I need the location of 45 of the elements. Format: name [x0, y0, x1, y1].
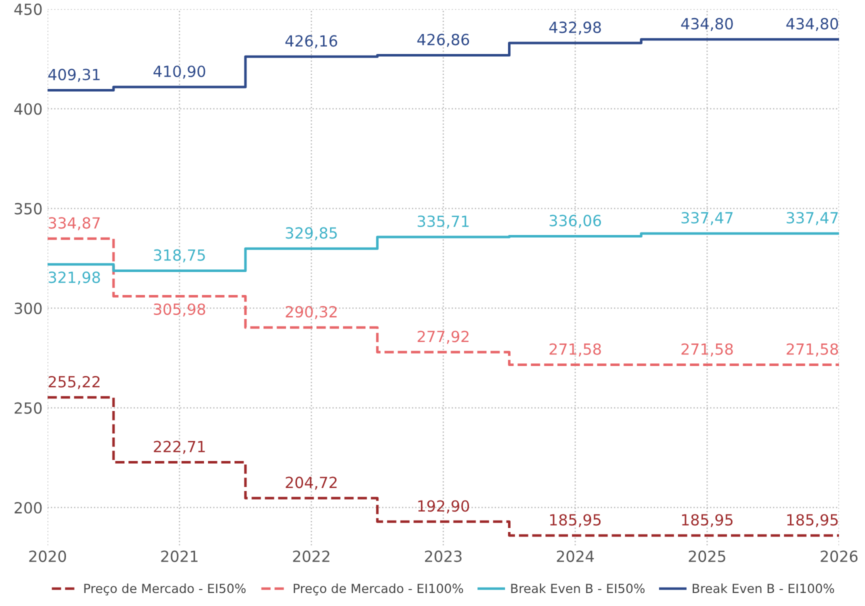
data-label: 222,71 — [154, 440, 205, 454]
data-label: 426,86 — [417, 34, 470, 47]
y-tick-label: 300 — [14, 302, 42, 314]
data-label: 277,92 — [418, 330, 469, 344]
data-label: 337,47 — [682, 212, 733, 226]
data-label: 271,58 — [682, 343, 733, 356]
x-tick-label: 2025 — [688, 550, 726, 562]
x-tick-label: 2023 — [424, 550, 462, 562]
data-label: 185,95 — [550, 514, 601, 528]
data-label: 329,85 — [286, 227, 337, 240]
data-label: 290,32 — [286, 306, 337, 320]
data-label: 432,98 — [549, 22, 601, 35]
data-label: 318,75 — [154, 249, 205, 262]
data-label: 337,47 — [786, 212, 838, 226]
x-tick-label: 2024 — [556, 550, 594, 562]
data-label: 192,90 — [418, 500, 470, 514]
data-label: 409,31 — [48, 68, 100, 82]
data-label: 185,95 — [787, 514, 838, 528]
legend-label: Break Even B - EI50% — [511, 583, 645, 594]
x-tick-label: 2022 — [293, 550, 330, 562]
data-label: 185,95 — [682, 514, 733, 528]
y-tick-label: 350 — [14, 202, 42, 214]
data-label: 335,71 — [418, 215, 469, 229]
data-label: 305,98 — [154, 303, 206, 317]
data-label: 255,22 — [48, 376, 100, 390]
x-tick-label: 2020 — [29, 550, 66, 562]
data-label: 321,98 — [48, 272, 100, 285]
x-tick-label: 2021 — [161, 550, 198, 562]
data-label: 204,72 — [286, 476, 337, 490]
legend-label: Break Even B - EI100% — [692, 583, 834, 594]
y-tick-label: 450 — [14, 4, 42, 16]
data-label: 271,58 — [786, 343, 838, 356]
data-label: 434,80 — [786, 18, 838, 32]
data-label: 426,16 — [285, 35, 338, 48]
legend-label: Preço de Mercado - EI50% — [84, 583, 246, 596]
data-label: 334,87 — [48, 217, 100, 230]
data-label: 410,90 — [154, 66, 206, 79]
data-label: 434,80 — [681, 18, 733, 32]
data-label: 271,58 — [550, 343, 601, 356]
legend-label: Preço de Mercado - EI100% — [294, 583, 464, 596]
x-tick-label: 2026 — [820, 550, 858, 562]
data-label: 336,06 — [550, 214, 601, 228]
y-tick-label: 250 — [14, 402, 42, 414]
y-tick-label: 200 — [14, 502, 42, 514]
y-tick-label: 400 — [14, 103, 42, 115]
